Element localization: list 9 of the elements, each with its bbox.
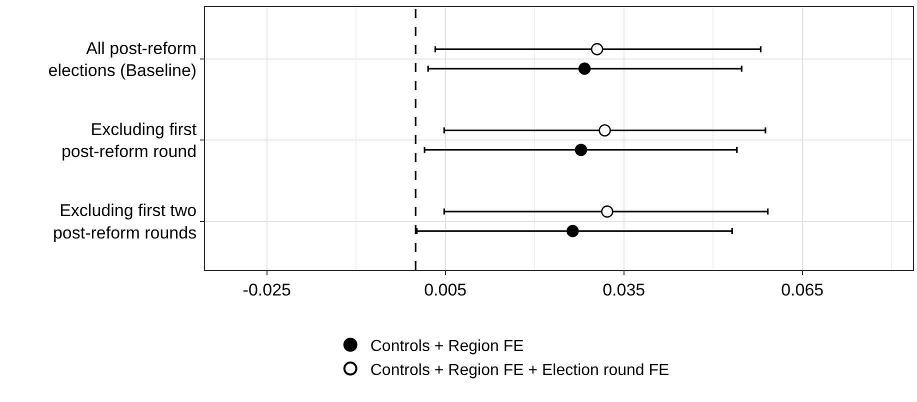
- legend-label: Controls + Region FE + Election round FE: [370, 362, 670, 379]
- x-tick-label: -0.025: [242, 280, 291, 300]
- x-tick-label: 0.035: [602, 280, 646, 300]
- y-tick-label: Excluding first two post-reform rounds: [52, 201, 197, 242]
- legend-label: Controls + Region FE: [370, 338, 524, 355]
- x-tick-label: 0.065: [781, 280, 824, 300]
- y-tick-label: Excluding first post-reform round: [61, 120, 197, 162]
- y-tick-label: All post-reform elections (Baseline): [48, 38, 197, 80]
- x-tick-label: 0.005: [424, 280, 467, 300]
